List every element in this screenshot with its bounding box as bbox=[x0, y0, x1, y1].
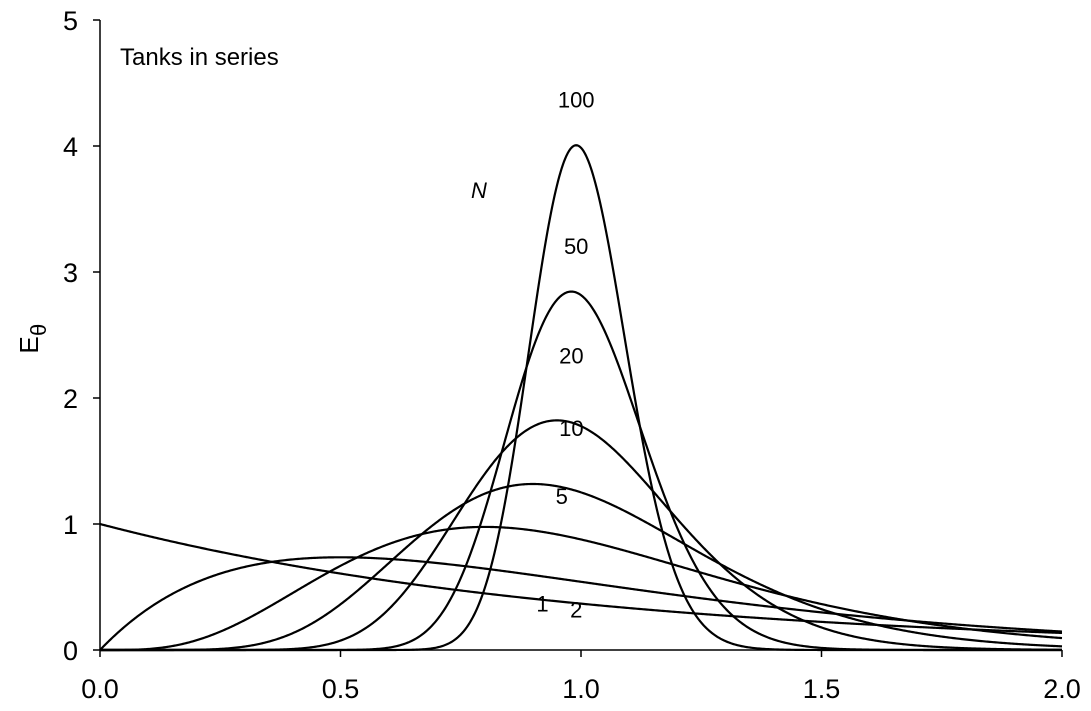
y-axis-title-subscript: θ bbox=[26, 324, 51, 336]
series-line-n5 bbox=[100, 525, 1063, 652]
series-line-n10 bbox=[100, 482, 1063, 652]
y-tick-label: 3 bbox=[63, 258, 78, 288]
series-line-n1 bbox=[99, 522, 1063, 635]
y-tick-label: 4 bbox=[63, 132, 78, 162]
x-tick-label: 0.5 bbox=[322, 674, 360, 704]
series-label-n5: 5 bbox=[556, 484, 568, 509]
series-label-n1: 1 bbox=[536, 591, 548, 616]
series-label-n10: 10 bbox=[559, 416, 583, 441]
y-axis-title-main: E bbox=[14, 336, 44, 353]
series-label-n50: 50 bbox=[564, 234, 588, 259]
series-label-n2: 2 bbox=[570, 598, 582, 623]
x-tick-label: 0.0 bbox=[81, 674, 119, 704]
y-tick-label: 0 bbox=[63, 636, 78, 666]
series-label-n20: 20 bbox=[559, 344, 583, 369]
x-tick-label: 1.0 bbox=[562, 674, 600, 704]
plot-area bbox=[99, 20, 1062, 651]
series-lines bbox=[99, 144, 1063, 652]
y-tick-label: 1 bbox=[63, 510, 78, 540]
legend-title-n: N bbox=[471, 178, 487, 203]
x-tick-label: 2.0 bbox=[1043, 674, 1081, 704]
y-tick-label: 5 bbox=[63, 6, 78, 36]
series-line-n100 bbox=[100, 144, 1062, 652]
x-tick-label: 1.5 bbox=[803, 674, 841, 704]
y-axis-title: E θ bbox=[14, 324, 51, 354]
series-label-n100: 100 bbox=[558, 87, 595, 112]
series-labels: 1 2 5 10 20 50 100 bbox=[536, 87, 594, 622]
y-tick-label: 2 bbox=[63, 384, 78, 414]
chart-title: Tanks in series bbox=[120, 44, 279, 71]
